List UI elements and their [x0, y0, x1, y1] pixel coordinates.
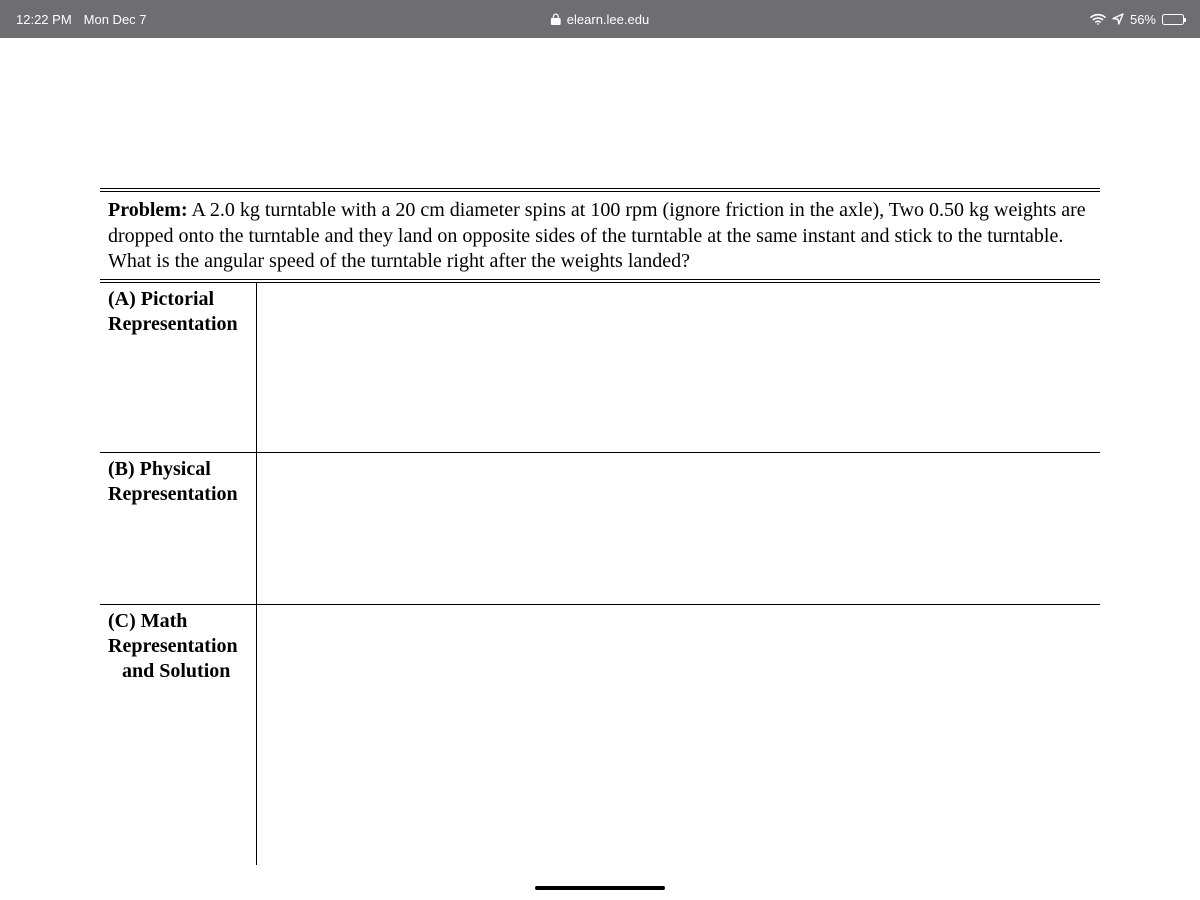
section-a-line1: Pictorial	[141, 288, 214, 310]
section-c-line1: Math	[141, 610, 188, 632]
lock-icon	[551, 13, 561, 25]
section-c-line2: Representation	[108, 635, 238, 657]
address-bar[interactable]: elearn.lee.edu	[551, 12, 649, 27]
problem-label: Problem:	[108, 199, 188, 221]
status-time: 12:22 PM	[16, 12, 72, 27]
section-a-content	[256, 281, 1100, 453]
status-left: 12:22 PM Mon Dec 7	[16, 12, 147, 27]
document-page: Problem: A 2.0 kg turntable with a 20 cm…	[0, 38, 1200, 865]
status-date: Mon Dec 7	[84, 12, 147, 27]
problem-cell: Problem: A 2.0 kg turntable with a 20 cm…	[100, 190, 1100, 281]
worksheet-table: Problem: A 2.0 kg turntable with a 20 cm…	[100, 188, 1100, 865]
battery-icon	[1162, 14, 1184, 25]
location-icon	[1112, 13, 1124, 25]
section-c-content	[256, 605, 1100, 865]
section-c-row: (C) Math Representation and Solution	[100, 605, 1100, 865]
ipad-status-bar: 12:22 PM Mon Dec 7 elearn.lee.edu 56%	[0, 0, 1200, 38]
home-indicator[interactable]	[535, 886, 665, 890]
status-right: 56%	[1090, 12, 1184, 27]
section-a-prefix: (A)	[108, 288, 136, 310]
section-b-content	[256, 453, 1100, 605]
problem-text: A 2.0 kg turntable with a 20 cm diameter…	[108, 199, 1086, 272]
section-a-label: (A) Pictorial Representation	[100, 281, 256, 453]
problem-row: Problem: A 2.0 kg turntable with a 20 cm…	[100, 190, 1100, 281]
wifi-icon	[1090, 13, 1106, 25]
section-c-prefix: (C)	[108, 610, 136, 632]
section-b-row: (B) Physical Representation	[100, 453, 1100, 605]
section-b-line2: Representation	[108, 483, 238, 505]
section-b-prefix: (B)	[108, 458, 135, 480]
url-text: elearn.lee.edu	[567, 12, 649, 27]
battery-percent: 56%	[1130, 12, 1156, 27]
section-c-line3: and Solution	[108, 659, 248, 684]
section-b-label: (B) Physical Representation	[100, 453, 256, 605]
section-b-line1: Physical	[140, 458, 211, 480]
section-a-row: (A) Pictorial Representation	[100, 281, 1100, 453]
section-c-label: (C) Math Representation and Solution	[100, 605, 256, 865]
section-a-line2: Representation	[108, 313, 238, 335]
